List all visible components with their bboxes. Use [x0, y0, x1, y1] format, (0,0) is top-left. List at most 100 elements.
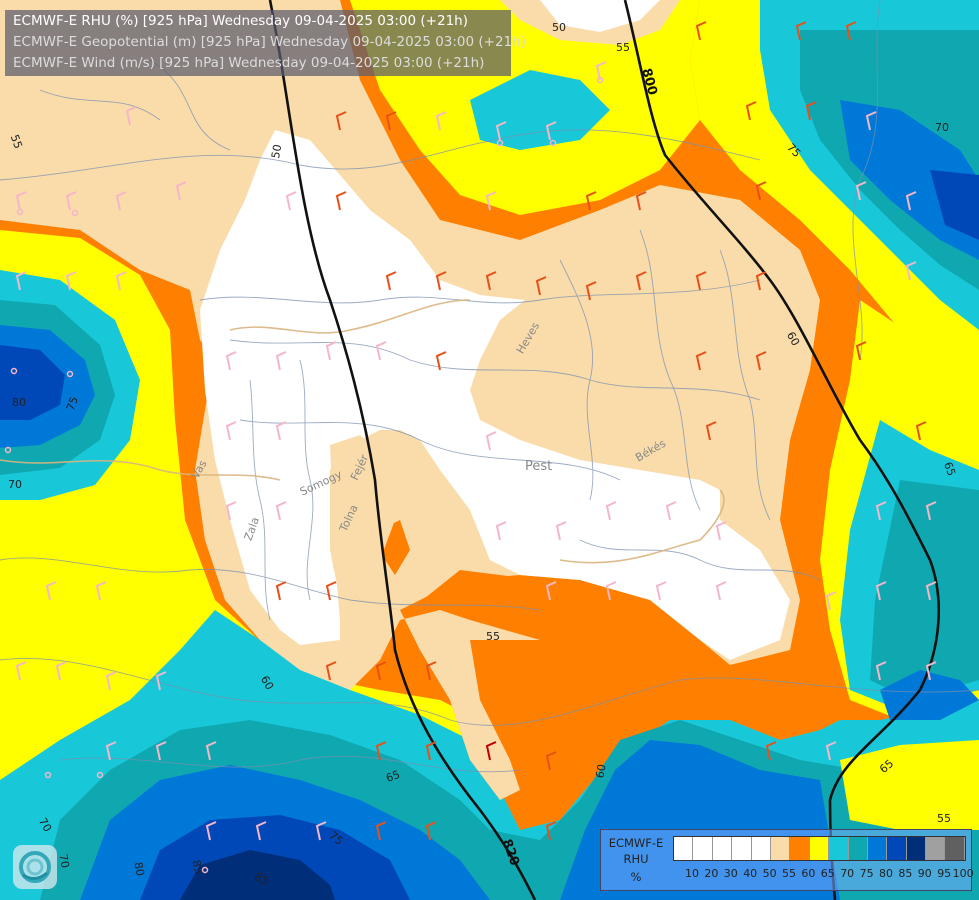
wind-barb	[755, 271, 767, 291]
legend-swatch	[926, 837, 946, 860]
wind-barb	[605, 581, 617, 601]
legend-swatch	[867, 837, 888, 860]
wind-barb	[925, 581, 937, 601]
contour-label: 55	[616, 41, 630, 54]
contour-label: 60	[593, 763, 608, 779]
contour-label: 70	[56, 853, 71, 869]
legend-tick-label: 75	[859, 867, 874, 880]
legend-swatch	[887, 837, 907, 860]
wind-barb	[225, 421, 237, 441]
legend-tick-label: 95	[937, 867, 952, 880]
rhu-contour-labels: 50 55 55 50 60 80 75 70 75 70 70 80 85 8…	[8, 21, 958, 888]
wind-barb	[485, 271, 497, 291]
calm-wind-marker	[201, 866, 209, 874]
legend-color-scale	[673, 836, 966, 861]
contour-label: 70	[8, 478, 22, 491]
rhu-zone-navy-south	[180, 850, 335, 900]
contour-label: 85	[189, 859, 205, 876]
wind-barb	[485, 431, 497, 451]
wind-barb	[585, 281, 597, 301]
contour-label: 85	[252, 870, 271, 888]
wind-barb	[745, 101, 757, 121]
wind-barb	[695, 271, 707, 291]
wind-barb	[805, 101, 817, 121]
legend-swatch	[770, 837, 791, 860]
legend-swatch	[809, 837, 830, 860]
contour-label: 80	[12, 396, 26, 409]
wind-barb	[715, 521, 727, 541]
wind-barb	[825, 591, 837, 611]
wind-barbs	[4, 21, 937, 874]
wind-barb	[205, 741, 217, 761]
contour-label: 70	[36, 816, 54, 835]
wind-barb	[755, 181, 767, 201]
geopotential-contour-line-east	[623, 0, 940, 900]
legend-tick-label: 10	[685, 867, 699, 880]
contour-label: 75	[64, 395, 81, 413]
calm-wind-marker	[16, 208, 24, 216]
wind-barb	[425, 741, 437, 761]
rhu-zone-white-central	[200, 130, 790, 660]
wind-barb	[545, 751, 557, 771]
wind-barb	[275, 501, 287, 521]
title-geopotential: ECMWF-E Geopotential (m) [925 hPa] Wedne…	[13, 34, 526, 50]
contour-label: 80	[131, 861, 146, 877]
geopotential-contours	[268, 0, 940, 900]
legend-swatch	[732, 837, 752, 860]
wind-barb	[635, 271, 647, 291]
rhu-zone-darkblue-northeast	[930, 170, 979, 240]
wind-barb	[755, 351, 767, 371]
rhu-zone-tan-inner	[330, 435, 395, 620]
wind-barb	[765, 741, 777, 761]
wind-barb	[275, 581, 287, 601]
wind-barb	[855, 181, 867, 201]
wind-barb	[795, 21, 807, 41]
wind-barb	[905, 191, 917, 211]
wind-barb	[275, 351, 287, 371]
wind-barb	[285, 191, 297, 211]
geopotential-label-800: 800	[638, 67, 660, 97]
county-borders-tan	[0, 299, 725, 564]
legend-swatch	[829, 837, 849, 860]
calm-wind-marker	[596, 76, 604, 84]
wind-barb	[635, 191, 647, 211]
calm-wind-marker	[496, 139, 504, 147]
wind-barb	[825, 741, 837, 761]
wind-barb	[925, 501, 937, 521]
wind-barb	[435, 111, 447, 131]
wind-barb	[175, 181, 187, 201]
contour-label: 65	[941, 460, 958, 478]
legend-swatch	[751, 837, 771, 860]
wind-barb	[435, 271, 447, 291]
contour-label: 55	[937, 812, 951, 825]
calm-wind-marker	[96, 771, 104, 779]
wind-barb	[315, 821, 327, 841]
legend-tick-label: 55	[782, 867, 796, 880]
rhu-zone-teal-east	[870, 480, 979, 700]
wind-barb	[865, 111, 877, 131]
wind-barb	[115, 271, 127, 291]
contour-label: 65	[384, 768, 402, 785]
calm-wind-marker	[66, 370, 74, 378]
legend-swatch	[693, 837, 713, 860]
wind-barb	[695, 21, 707, 41]
map-title-box: ECMWF-E RHU (%) [925 hPa] Wednesday 09-0…	[5, 10, 526, 76]
wind-barb	[375, 821, 387, 841]
wind-barb	[875, 501, 887, 521]
contour-label: 70	[935, 121, 949, 134]
legend-tick-label: 65	[820, 867, 835, 880]
wind-barb	[695, 351, 707, 371]
wind-barb	[495, 521, 507, 541]
wind-barb	[325, 341, 337, 361]
wind-barb	[585, 191, 597, 211]
wind-barb	[655, 581, 667, 601]
wind-barb	[385, 111, 397, 131]
legend-tick-label: 90	[917, 867, 932, 880]
wind-barb	[875, 661, 887, 681]
wind-barb	[325, 581, 337, 601]
wind-barb	[255, 821, 267, 841]
wind-barb	[535, 276, 547, 296]
legend-unit: %	[630, 870, 642, 884]
legend-swatch	[790, 837, 810, 860]
wind-barb	[115, 191, 127, 211]
